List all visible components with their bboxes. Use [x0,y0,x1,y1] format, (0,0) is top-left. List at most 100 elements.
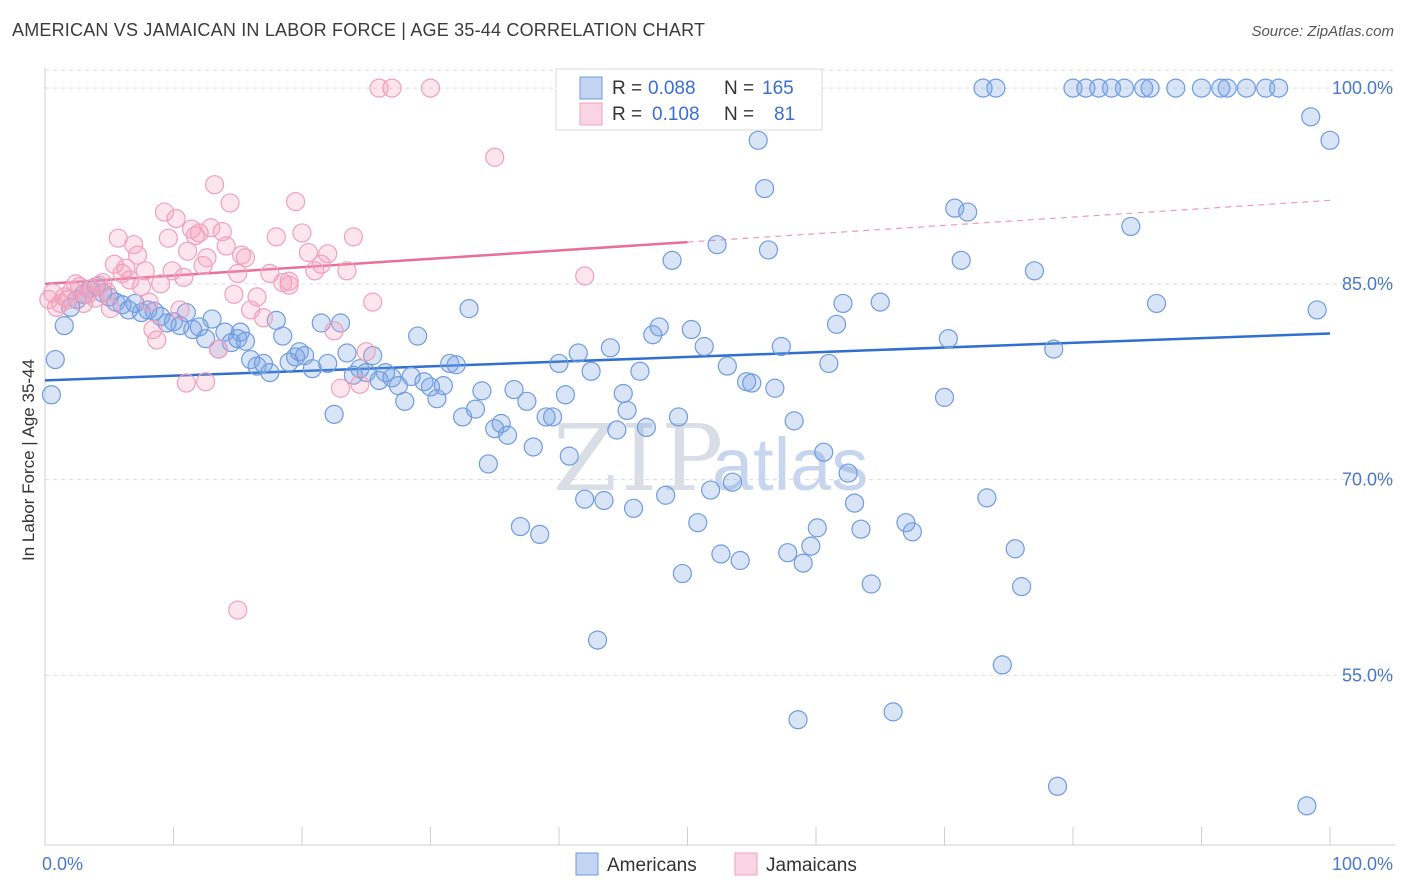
point-americans [844,493,865,513]
point-jamaicans [201,218,221,238]
legend-r-value-1: 0.088 [648,78,696,99]
point-jamaicans [162,261,182,281]
point-americans [883,702,903,722]
point-americans [771,336,791,357]
point-jamaicans [311,254,331,274]
point-americans [623,498,644,518]
point-americans [784,411,804,431]
y-axis-label: In Labor Force | Age 35-44 [19,359,38,561]
point-americans [902,522,922,542]
point-jamaicans [100,299,121,319]
point-americans [742,373,762,393]
point-americans [934,387,955,407]
point-jamaicans [235,248,256,268]
trend-line-americans [44,332,1331,382]
point-jamaicans [196,372,216,392]
watermark-atlas: atlas [712,423,868,506]
point-americans [630,361,650,381]
point-americans [594,490,614,511]
x-tick-label-max: 100.0% [1332,854,1393,874]
y-tick-label: 85.0% [1342,274,1393,294]
point-jamaicans [166,209,186,229]
point-americans [523,437,543,457]
point-americans [302,359,322,379]
point-americans [613,383,633,404]
point-americans [504,379,524,400]
point-americans [555,385,576,405]
source-label: Source: ZipAtlas.com [1251,23,1394,40]
point-americans [730,550,750,571]
point-americans [1005,539,1025,559]
point-americans [337,343,357,363]
point-americans [748,130,768,150]
point-jamaicans [285,192,306,212]
point-jamaicans [228,600,248,620]
point-americans [401,366,421,387]
point-jamaicans [176,373,196,393]
point-americans [273,326,293,346]
point-jamaicans [420,78,441,98]
point-americans [938,329,958,349]
point-americans [1307,300,1327,320]
stats-legend: R = 0.088 N = 165 R = 0.108 N = 81 [555,68,823,131]
point-americans [672,563,692,584]
legend-r-label-2: R = [612,104,642,125]
point-americans [711,544,731,564]
point-jamaicans [343,227,363,247]
legend-n-label-2: N = [724,104,754,125]
point-jamaicans [363,292,383,312]
point-jamaicans [279,271,299,291]
point-jamaicans [220,193,240,213]
point-americans [838,463,858,483]
point-americans [568,343,588,363]
point-americans [491,413,511,434]
point-americans [1217,78,1237,98]
watermark: ZIP atlas [553,405,868,512]
point-jamaicans [154,202,175,222]
point-americans [722,472,743,492]
point-americans [1191,78,1212,98]
point-jamaicans [337,261,357,281]
point-jamaicans [292,223,312,243]
point-americans [819,353,839,374]
point-americans [826,314,847,334]
point-americans [542,407,563,427]
point-jamaicans [356,342,376,362]
point-americans [446,355,466,375]
point-jamaicans [266,227,286,247]
point-jamaicans [212,222,232,242]
data-points [39,78,1340,816]
point-americans [196,329,216,349]
legend-n-label-1: N = [724,78,754,99]
point-jamaicans [112,263,132,284]
point-americans [754,178,775,199]
legend-n-value-2: 81 [774,104,795,125]
point-jamaicans [174,267,194,287]
point-americans [701,480,721,500]
point-jamaicans [178,241,198,261]
point-jamaicans [350,374,370,394]
point-jamaicans [382,78,402,98]
point-americans [1236,78,1257,98]
point-americans [1146,293,1167,314]
point-americans [717,356,737,376]
point-americans [45,349,65,370]
point-americans [707,235,727,255]
point-americans [1044,339,1064,359]
point-americans [694,336,714,357]
legend-r-label-1: R = [612,78,642,99]
point-americans [581,361,601,381]
point-americans [324,404,344,424]
legend-n-value-1: 165 [762,78,794,99]
point-americans [395,391,415,411]
point-americans [433,376,453,396]
point-americans [202,309,222,329]
point-americans [1297,796,1317,816]
point-jamaicans [124,235,144,255]
point-jamaicans [330,378,351,398]
point-jamaicans [116,258,136,278]
point-americans [536,407,556,427]
point-americans [1320,130,1340,150]
point-jamaicans [135,261,155,281]
point-jamaicans [216,236,236,256]
